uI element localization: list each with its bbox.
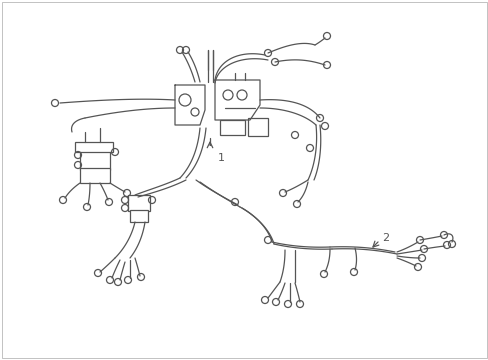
Bar	[80, 168, 110, 183]
Bar	[80, 148, 110, 170]
Bar	[128, 195, 150, 211]
Text: 1: 1	[218, 153, 224, 163]
Bar	[247, 118, 267, 136]
Text: 2: 2	[381, 233, 388, 243]
Bar	[75, 142, 113, 152]
Bar	[130, 210, 148, 222]
Bar	[220, 120, 244, 135]
